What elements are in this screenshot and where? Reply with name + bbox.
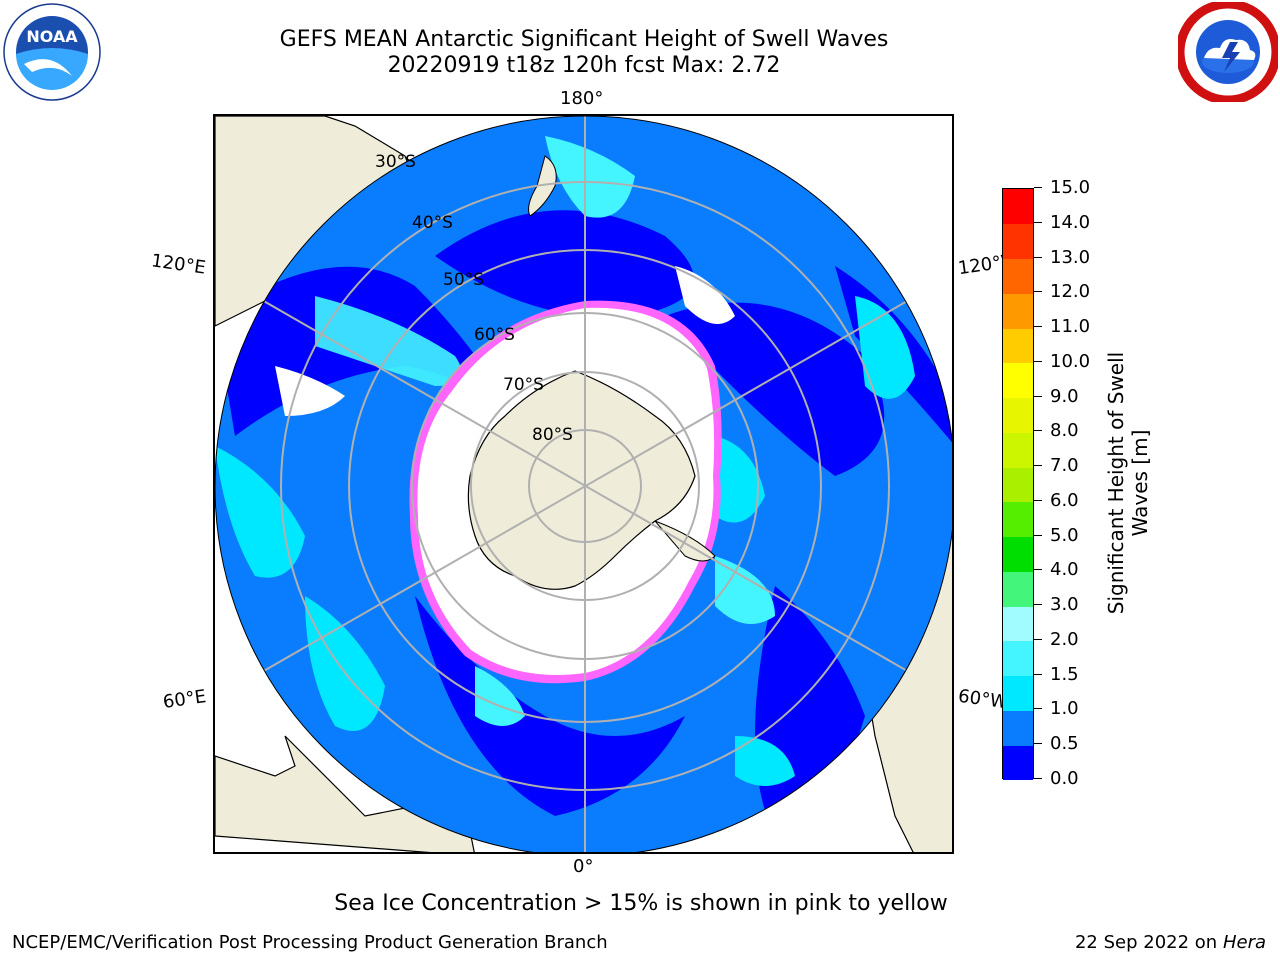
colorbar-segment	[1003, 710, 1033, 746]
footer-date: 22 Sep 2022 on Hera	[1075, 932, 1266, 954]
graticule	[215, 116, 952, 852]
colorbar-tick-label: 4.0	[1050, 559, 1079, 581]
colorbar	[1002, 188, 1034, 781]
colorbar-tick-mark	[1034, 256, 1042, 258]
latitude-label: 60°S	[474, 325, 515, 345]
colorbar-segment	[1003, 536, 1033, 572]
colorbar-segment	[1003, 606, 1033, 642]
colorbar-segment	[1003, 432, 1033, 468]
map-panel	[213, 114, 954, 854]
colorbar-tick-mark	[1034, 326, 1042, 328]
antarctica-land	[467, 370, 696, 590]
colorbar-segment	[1003, 501, 1033, 538]
colorbar-tick-mark	[1034, 499, 1042, 501]
colorbar-tick-mark	[1034, 743, 1042, 745]
colorbar-segment	[1003, 223, 1033, 259]
colorbar-segment	[1003, 397, 1033, 433]
noaa-logo-text: NOAA	[26, 27, 78, 46]
colorbar-segment	[1003, 293, 1033, 329]
nws-logo	[1178, 2, 1278, 102]
noaa-logo: NOAA	[3, 3, 101, 101]
colorbar-tick-mark	[1034, 360, 1042, 362]
colorbar-tick-label: 9.0	[1050, 385, 1079, 407]
colorbar-tick-label: 3.0	[1050, 594, 1079, 616]
colorbar-tick-label: 6.0	[1050, 489, 1079, 511]
colorbar-segment	[1003, 467, 1033, 503]
colorbar-tick-label: 14.0	[1050, 211, 1091, 233]
colorbar-tick-label: 11.0	[1050, 316, 1091, 338]
colorbar-tick-label: 12.0	[1050, 281, 1091, 303]
colorbar-tick-label: 8.0	[1050, 420, 1079, 442]
latitude-label: 70°S	[503, 375, 544, 395]
colorbar-segment	[1003, 571, 1033, 607]
colorbar-segment	[1003, 745, 1033, 781]
colorbar-segment	[1003, 328, 1033, 364]
colorbar-title-line2: Waves [m]	[1128, 429, 1152, 537]
colorbar-tick-label: 2.0	[1050, 628, 1079, 650]
colorbar-tick-label: 1.5	[1050, 663, 1079, 685]
colorbar-tick-label: 0.0	[1050, 768, 1079, 789]
colorbar-segment	[1003, 640, 1033, 677]
colorbar-tick-label: 1.0	[1050, 698, 1079, 720]
colorbar-tick-mark	[1034, 221, 1042, 223]
chart-subtitle: 20220919 t18z 120h fcst Max: 2.72	[387, 53, 781, 78]
latitude-label: 30°S	[375, 152, 416, 172]
polar-map	[215, 116, 952, 852]
colorbar-tick-mark	[1034, 465, 1042, 467]
colorbar-tick-mark	[1034, 778, 1042, 779]
footer-host: Hera	[1222, 932, 1266, 953]
longitude-label-0: 0°	[573, 856, 594, 877]
colorbar-tick-mark	[1034, 673, 1042, 675]
colorbar-tick-label: 15.0	[1050, 177, 1091, 198]
footer-credit: NCEP/EMC/Verification Post Processing Pr…	[12, 932, 608, 953]
colorbar-tick-mark	[1034, 708, 1042, 710]
colorbar-tick-mark	[1034, 187, 1042, 188]
longitude-label-60e: 60°E	[161, 686, 208, 713]
sea-ice-note: Sea Ice Concentration > 15% is shown in …	[334, 891, 948, 916]
longitude-label-120e: 120°E	[149, 250, 207, 279]
colorbar-tick-label: 5.0	[1050, 524, 1079, 546]
colorbar-segment	[1003, 675, 1033, 711]
colorbar-tick-label: 0.5	[1050, 733, 1079, 755]
colorbar-segment	[1003, 189, 1033, 225]
colorbar-tick-mark	[1034, 604, 1042, 606]
colorbar-tick-mark	[1034, 534, 1042, 536]
colorbar-tick-label: 7.0	[1050, 455, 1079, 477]
longitude-label-180: 180°	[560, 88, 604, 109]
latitude-label: 50°S	[443, 270, 484, 290]
footer-date-text: 22 Sep 2022 on	[1074, 932, 1218, 953]
chart-title: GEFS MEAN Antarctic Significant Height o…	[279, 27, 889, 52]
colorbar-tick-mark	[1034, 569, 1042, 571]
latitude-label: 80°S	[532, 425, 573, 445]
colorbar-tick-label: 10.0	[1050, 350, 1091, 372]
colorbar-tick-mark	[1034, 638, 1042, 640]
colorbar-tick-mark	[1034, 395, 1042, 397]
colorbar-tick-label: 13.0	[1050, 246, 1091, 268]
latitude-label: 40°S	[412, 213, 453, 233]
colorbar-title: Significant Height of Swell Waves [m]	[1104, 313, 1152, 653]
colorbar-tick-mark	[1034, 291, 1042, 293]
colorbar-segment	[1003, 362, 1033, 399]
colorbar-tick-mark	[1034, 430, 1042, 432]
colorbar-title-line1: Significant Height of Swell	[1104, 351, 1128, 615]
colorbar-segment	[1003, 258, 1033, 294]
